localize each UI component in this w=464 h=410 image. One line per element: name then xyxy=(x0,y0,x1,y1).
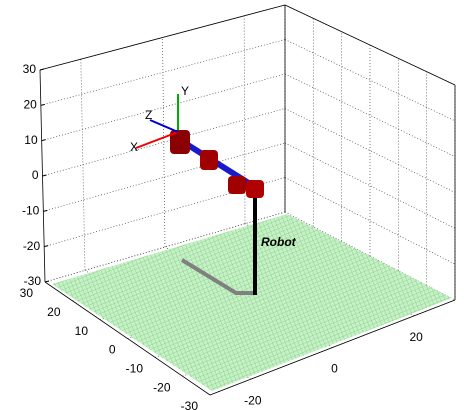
box-edge xyxy=(44,281,211,396)
box-edge xyxy=(39,4,286,71)
tick-mark xyxy=(39,68,45,71)
z-tick-label: 30 xyxy=(23,62,37,76)
annotation: Robot xyxy=(261,235,297,249)
y-tick-label: 0 xyxy=(109,343,116,357)
z-tick-label: 10 xyxy=(24,133,38,147)
tick-mark xyxy=(40,103,45,106)
y-tick-label: -10 xyxy=(126,362,144,376)
x-tick-label: 20 xyxy=(409,330,423,344)
z-tick-label: -30 xyxy=(24,274,42,288)
joint xyxy=(246,180,264,198)
grid-line xyxy=(284,177,456,265)
x-tick-label: 0 xyxy=(331,362,338,376)
y-tick-label: 30 xyxy=(20,286,34,300)
frame-label-z: Z xyxy=(145,108,152,122)
y-tick-label: -30 xyxy=(181,399,199,410)
axes: -30 -20 -10 0 10 20 30 -20 0 20 -30 -20 -10 0 10 20 30 xyxy=(20,4,456,410)
tick-mark xyxy=(43,209,48,212)
z-tick-label: -20 xyxy=(23,239,41,253)
joint xyxy=(228,176,246,194)
x-tick-label: -20 xyxy=(244,393,262,407)
grid-line xyxy=(41,73,286,142)
joint xyxy=(200,150,218,170)
frame-label-y: Y xyxy=(181,84,189,98)
frame-axis-z xyxy=(149,119,179,133)
frame-label-x: X xyxy=(130,140,138,154)
z-tick-label: -10 xyxy=(22,204,40,218)
trajectory xyxy=(180,258,256,295)
frame-axis-x xyxy=(135,131,179,149)
grid-line xyxy=(284,142,456,229)
tick-mark xyxy=(44,245,49,248)
y-tick-label: 20 xyxy=(47,305,61,319)
z-tick-label: 20 xyxy=(23,98,37,112)
y-tick-label: -20 xyxy=(153,380,171,394)
joint xyxy=(170,130,190,154)
y-tick-label: 10 xyxy=(75,324,89,338)
tick-mark xyxy=(41,139,46,142)
grid-line xyxy=(162,37,166,248)
tick-mark xyxy=(42,174,47,177)
box-edge xyxy=(209,299,456,396)
robot: Y X Z Robot xyxy=(130,84,297,295)
floor xyxy=(52,214,452,391)
z-tick-label: 0 xyxy=(32,168,39,182)
box-edge xyxy=(284,4,456,86)
tick-mark xyxy=(44,280,50,283)
grid-line xyxy=(80,59,86,271)
